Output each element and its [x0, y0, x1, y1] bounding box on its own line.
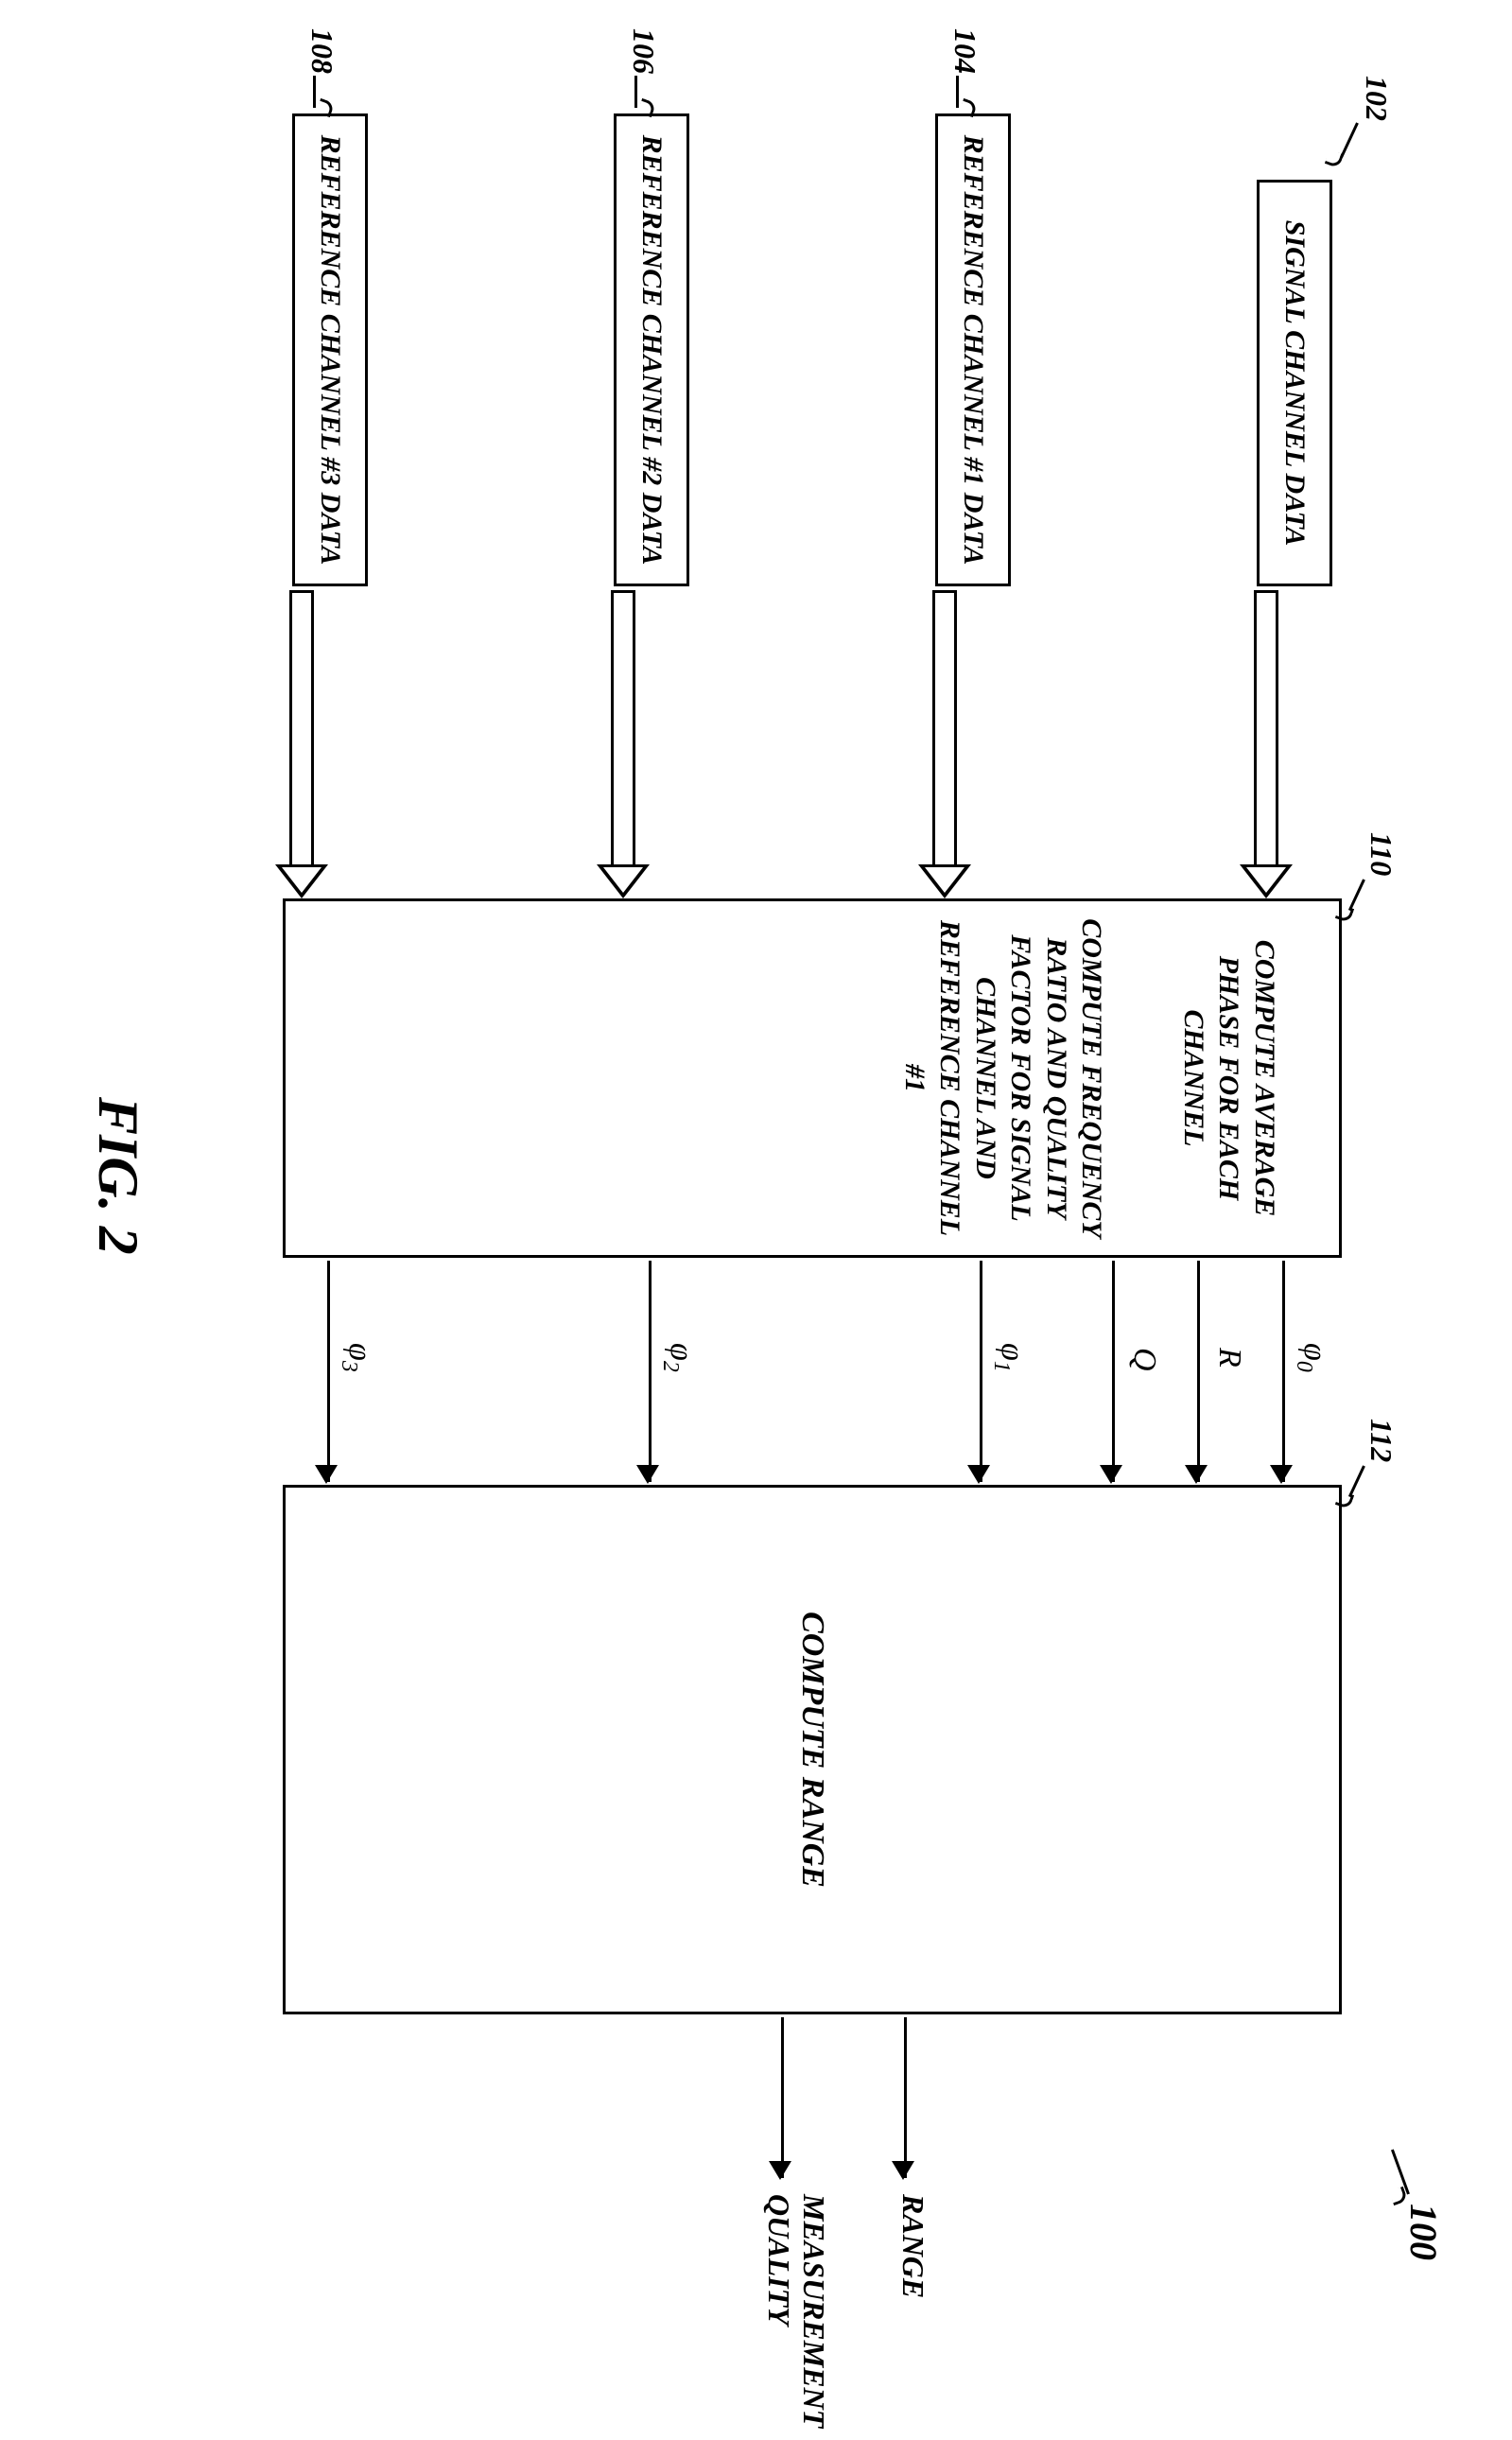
ref-112: 112: [1364, 1419, 1399, 1462]
ref-102: 102: [1359, 76, 1394, 121]
ref-106: 106: [626, 28, 661, 74]
arrow-in-1: [916, 590, 973, 898]
label-phi1: φ1: [988, 1343, 1030, 1372]
proc-110-top: COMPUTE AVERAGE PHASE FOR EACH CHANNEL: [1176, 911, 1283, 1246]
arrow-Q: [1112, 1261, 1115, 1482]
arrow-out-mq: [781, 2017, 784, 2178]
label-range: RANGE: [895, 2194, 930, 2298]
label-phi3: φ3: [336, 1343, 377, 1372]
arrow-in-2: [595, 590, 652, 898]
input-ref-1: REFERENCE CHANNEL #1 DATA: [935, 113, 1011, 586]
input-ref-3: REFERENCE CHANNEL #3 DATA: [292, 113, 368, 586]
ref-104: 104: [947, 28, 982, 74]
figure-ref-label: 100: [1401, 2204, 1446, 2260]
arrow-in-3: [273, 590, 330, 898]
figure-caption: FIG. 2: [85, 1097, 150, 1255]
ref-108: 108: [304, 28, 339, 74]
arrow-phi3: [327, 1261, 330, 1482]
label-Q: Q: [1126, 1348, 1162, 1371]
proc-110-bottom: COMPUTE FREQUENCY RATIO AND QUALITY FACT…: [897, 911, 1110, 1246]
proc-112: COMPUTE RANGE: [283, 1485, 1342, 2014]
label-phi0: φ0: [1291, 1343, 1332, 1372]
arrow-phi2: [649, 1261, 652, 1482]
proc-110: COMPUTE AVERAGE PHASE FOR EACH CHANNEL C…: [283, 898, 1342, 1258]
diagram-canvas: 100 SIGNAL CHANNEL DATA 102 REFERENCE CH…: [0, 0, 1512, 2434]
arrow-R: [1197, 1261, 1200, 1482]
label-R: R: [1211, 1348, 1247, 1368]
arrow-out-range: [904, 2017, 907, 2178]
arrow-phi1: [980, 1261, 982, 1482]
ref-110: 110: [1364, 832, 1399, 876]
label-phi2: φ2: [657, 1343, 699, 1372]
arrow-in-0: [1238, 590, 1295, 898]
arrow-phi0: [1282, 1261, 1285, 1482]
input-ref-2: REFERENCE CHANNEL #2 DATA: [614, 113, 689, 586]
input-signal-channel: SIGNAL CHANNEL DATA: [1257, 180, 1332, 586]
label-mq: MEASUREMENT QUALITY: [761, 2194, 831, 2440]
